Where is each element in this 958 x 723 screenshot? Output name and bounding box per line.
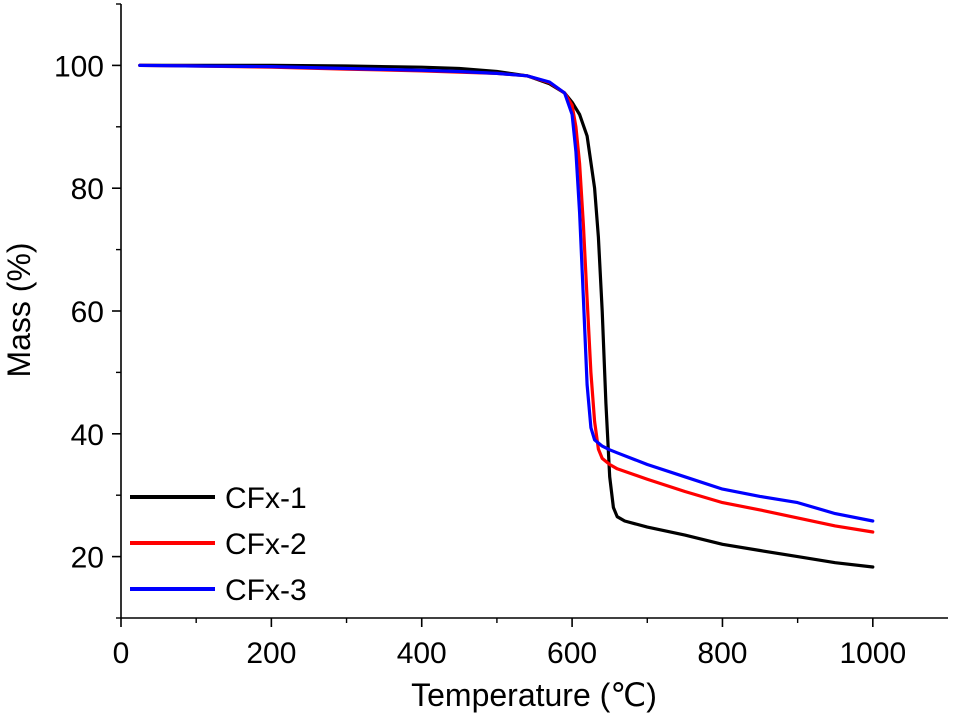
x-tick-label: 1000 [839,637,906,670]
y-tick-label: 60 [71,296,104,329]
x-axis-title: Temperature (℃) [411,677,657,713]
y-tick-label: 20 [71,542,104,575]
x-tick-label: 800 [697,637,747,670]
series-line-cfx-3 [138,63,875,523]
axes [120,4,948,619]
ticks: 0 200 400 600 800 1000 20 40 60 80 100 [54,3,906,670]
y-axis-title: Mass (%) [1,242,37,377]
legend-label-cfx-2: CFx-2 [225,528,307,561]
x-tick-label: 400 [397,637,447,670]
legend-label-cfx-3: CFx-3 [225,574,307,607]
series-line-cfx-1 [138,63,875,569]
y-tick-label: 40 [71,419,104,452]
series-line-cfx-2 [138,63,875,534]
legend-label-cfx-1: CFx-1 [225,482,307,515]
x-tick-label: 0 [113,637,130,670]
y-tick-label: 100 [54,50,104,83]
series-lines [138,63,875,569]
x-tick-label: 600 [547,637,597,670]
legend: CFx-1 CFx-2 CFx-3 [130,482,307,607]
x-tick-label: 200 [246,637,296,670]
y-tick-label: 80 [71,173,104,206]
